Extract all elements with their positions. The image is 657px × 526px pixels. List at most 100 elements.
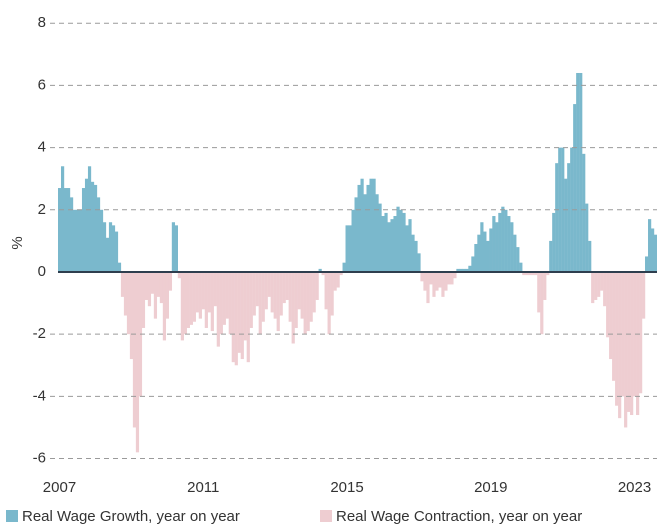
bar (249, 271, 253, 328)
bar (108, 222, 113, 272)
bar (396, 206, 400, 272)
bar (555, 163, 559, 272)
bar (234, 271, 238, 366)
bar (117, 262, 122, 272)
bar (96, 197, 101, 272)
bar (633, 271, 637, 397)
bar (306, 271, 310, 332)
x-tick-label: 2011 (187, 479, 219, 496)
bar (534, 271, 538, 276)
bar (606, 271, 610, 338)
bar (93, 184, 98, 272)
y-axis-label: % (9, 236, 26, 249)
bar (624, 271, 628, 428)
bar (387, 222, 391, 272)
bar (447, 271, 451, 285)
bar (141, 271, 146, 328)
bar (438, 271, 442, 288)
bar (597, 271, 601, 297)
bar (654, 234, 657, 272)
bar (498, 212, 502, 272)
bar (477, 234, 481, 272)
bar (561, 147, 565, 272)
y-tick-label: -2 (33, 325, 46, 342)
bar (429, 271, 433, 285)
bar (144, 271, 149, 300)
bar (579, 72, 583, 272)
bar (327, 271, 331, 335)
x-tick-label: 2015 (330, 479, 363, 496)
bar (582, 153, 586, 272)
bars (58, 72, 657, 453)
bar (471, 256, 475, 272)
bar (444, 271, 448, 291)
bar (204, 271, 208, 328)
bar (303, 271, 307, 335)
bar (465, 268, 469, 272)
bar (291, 271, 295, 344)
bar (486, 240, 490, 272)
bar (273, 271, 277, 319)
bar (468, 265, 472, 272)
bar (231, 271, 235, 363)
bar (69, 197, 74, 272)
bar (459, 268, 463, 272)
bar (324, 271, 328, 310)
bar (123, 271, 128, 316)
bar (210, 271, 214, 332)
bar (531, 271, 535, 276)
bar (423, 271, 427, 291)
bar (156, 271, 161, 297)
bar (189, 271, 193, 325)
bar (384, 212, 388, 272)
bar (372, 178, 376, 272)
bar (84, 178, 89, 272)
bar (339, 271, 343, 276)
bar (105, 237, 110, 272)
bar (309, 271, 313, 322)
bar (636, 271, 640, 416)
bar (540, 271, 544, 335)
bar (81, 188, 86, 272)
bar (153, 271, 158, 319)
bar (390, 219, 394, 272)
bar (135, 271, 140, 453)
bar (393, 216, 397, 272)
bar (600, 271, 604, 291)
bar (462, 268, 466, 272)
bar (360, 178, 364, 272)
bar (522, 271, 526, 276)
bar (615, 271, 619, 406)
bar (132, 271, 137, 428)
bar (435, 271, 439, 291)
bar (195, 271, 199, 313)
bar (126, 271, 131, 335)
bar (513, 234, 517, 272)
bar (417, 253, 421, 272)
bar (225, 271, 229, 319)
bar (168, 271, 173, 291)
bar (528, 271, 532, 276)
bar (258, 271, 262, 335)
legend-label: Real Wage Contraction, year on year (336, 508, 582, 525)
bar (351, 209, 355, 272)
bar (375, 194, 379, 272)
bar (240, 271, 244, 360)
bar (318, 268, 322, 272)
bar (414, 240, 418, 272)
bar (612, 271, 616, 381)
bar (267, 271, 271, 297)
bar (645, 256, 649, 272)
bar (567, 163, 571, 272)
bar (237, 271, 241, 353)
bar (285, 271, 289, 300)
bar (627, 271, 631, 412)
bar (66, 188, 71, 272)
bar (552, 212, 556, 272)
bar (618, 271, 622, 419)
bar (75, 209, 80, 272)
bar (363, 194, 367, 272)
x-tick-label: 2007 (43, 479, 76, 496)
bar (111, 225, 116, 272)
bar (381, 216, 385, 272)
